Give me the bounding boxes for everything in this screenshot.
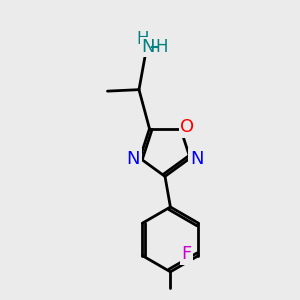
- Text: H: H: [156, 38, 168, 56]
- Text: F: F: [181, 245, 192, 263]
- Text: O: O: [180, 118, 194, 136]
- Text: N: N: [127, 150, 140, 168]
- Text: N: N: [141, 38, 155, 56]
- Text: H: H: [136, 30, 149, 48]
- Text: N: N: [190, 150, 203, 168]
